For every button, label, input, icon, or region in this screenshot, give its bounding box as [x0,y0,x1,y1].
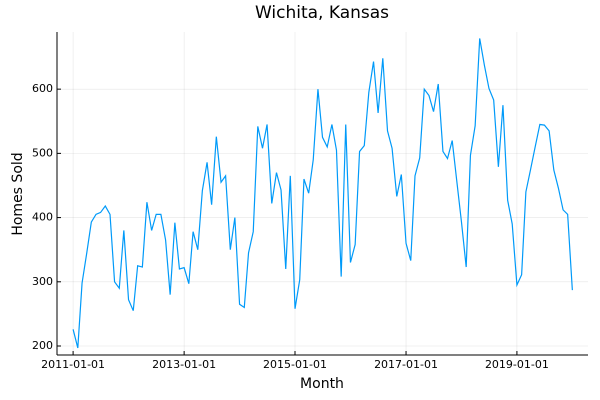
x-tick-label: 2011-01-01 [41,358,105,371]
data-line [72,38,573,349]
x-tick-label: 2019-01-01 [485,358,549,371]
y-tick-label: 600 [32,82,53,95]
x-tick-label: 2017-01-01 [374,358,438,371]
y-tick-label: 400 [32,211,53,224]
y-tick-label: 200 [32,339,53,352]
y-tick-label: 300 [32,275,53,288]
x-axis-label: Month [300,376,344,392]
chart-title: Wichita, Kansas [255,3,389,23]
y-axis-label: Homes Sold [10,152,26,235]
y-tick-label: 500 [32,146,53,159]
x-tick-label: 2015-01-01 [263,358,327,371]
x-tick-label: 2013-01-01 [152,358,216,371]
